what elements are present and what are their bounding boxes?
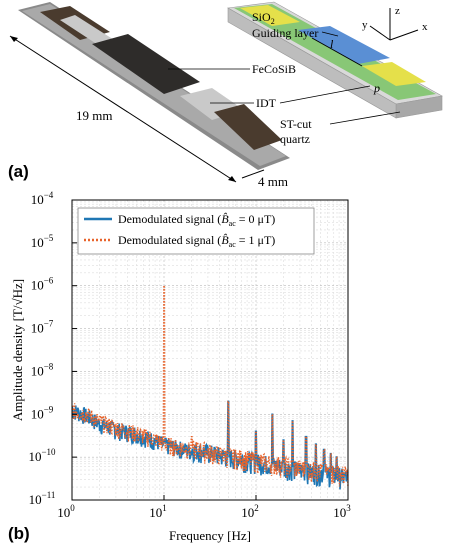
axis-y: [369, 25, 391, 41]
callout-idt: IDT: [256, 96, 277, 110]
substrate-front: [227, 7, 397, 119]
callout-sio2: SiO2: [252, 10, 275, 26]
spectrum-chart: 100 101 102 103 10−11 10−10 10−9 10−8 10−7 10−6 10…: [10, 190, 351, 543]
y-tick-label: 10−4: [31, 190, 54, 207]
x-tick-label: 100: [57, 503, 75, 520]
x-axis-label: Frequency [Hz]: [169, 528, 251, 543]
legend-box: [77, 207, 315, 255]
dim-length-arrow-start: [10, 36, 18, 42]
magnetic-layer: [298, 26, 390, 64]
callout-fecosib: FeCoSiB: [252, 62, 296, 76]
device-schematic: l p: [227, 1, 443, 119]
spectrum-chart-panel: 100 101 102 103 10−11 10−10 10−9 10−8 10−7 10−6 10…: [0, 188, 450, 550]
length-l-line: [311, 37, 363, 67]
panel-a-label: (a): [8, 162, 29, 181]
axes-triad: z y x: [362, 5, 428, 41]
axis-y-label: y: [362, 19, 368, 31]
callout-stcut: ST-cut: [280, 117, 312, 131]
callout-idt-leader-2: [279, 85, 371, 104]
legend-label-1: Demodulated signal (B̂ac = 1 μT): [118, 233, 275, 249]
chip-fecosib: [92, 34, 200, 94]
y-tick-label: 10−9: [31, 404, 54, 421]
axis-x-label: x: [422, 21, 428, 33]
callout-guiding-leader: [321, 31, 339, 37]
callout-stcut-leader: [329, 111, 401, 125]
period-p-label: p: [373, 81, 380, 95]
y-tick-label: 10−6: [31, 276, 54, 293]
y-axis-label: Amplitude density [T/√Hz]: [10, 279, 25, 421]
panel-b-label: (b): [8, 524, 30, 543]
chart-legend: Demodulated signal (B̂ac = 0 μT) Demodula…: [77, 207, 315, 255]
x-tick-label: 101: [149, 503, 167, 520]
axis-z-label: z: [395, 5, 400, 17]
axis-x: [389, 29, 419, 41]
device-illustration-panel: 19 mm 4 mm l p z y x: [0, 0, 450, 190]
x-tick-label: 102: [241, 503, 259, 520]
x-tick-label: 103: [333, 503, 351, 520]
y-tick-label: 10−8: [31, 361, 54, 378]
dim-width-label: 4 mm: [258, 174, 288, 189]
chart-series: [71, 284, 349, 490]
dim-width-line: [241, 169, 265, 179]
dim-length-label: 19 mm: [76, 108, 112, 123]
y-tick-label: 10−10: [28, 447, 56, 464]
dim-length-arrow-end: [228, 176, 236, 182]
y-tick-label: 10−5: [31, 233, 54, 250]
idt-left: [240, 5, 300, 26]
callout-quartz: quartz: [280, 132, 310, 146]
device-illustration: 19 mm 4 mm l p z y x: [9, 1, 443, 189]
chip-idt-right: [214, 104, 282, 150]
idt-right: [362, 62, 426, 86]
callout-guiding: Guiding layer: [252, 26, 318, 40]
dim-length-line: [9, 35, 237, 183]
chip-photo: [18, 2, 290, 170]
y-tick-label: 10−7: [31, 319, 54, 336]
length-l-label: l: [330, 37, 334, 51]
y-tick-label: 10−11: [29, 490, 56, 507]
plot-frame: [71, 199, 349, 501]
series-line-1: [71, 284, 349, 488]
legend-label-0: Demodulated signal (B̂ac = 0 μT): [118, 212, 275, 228]
